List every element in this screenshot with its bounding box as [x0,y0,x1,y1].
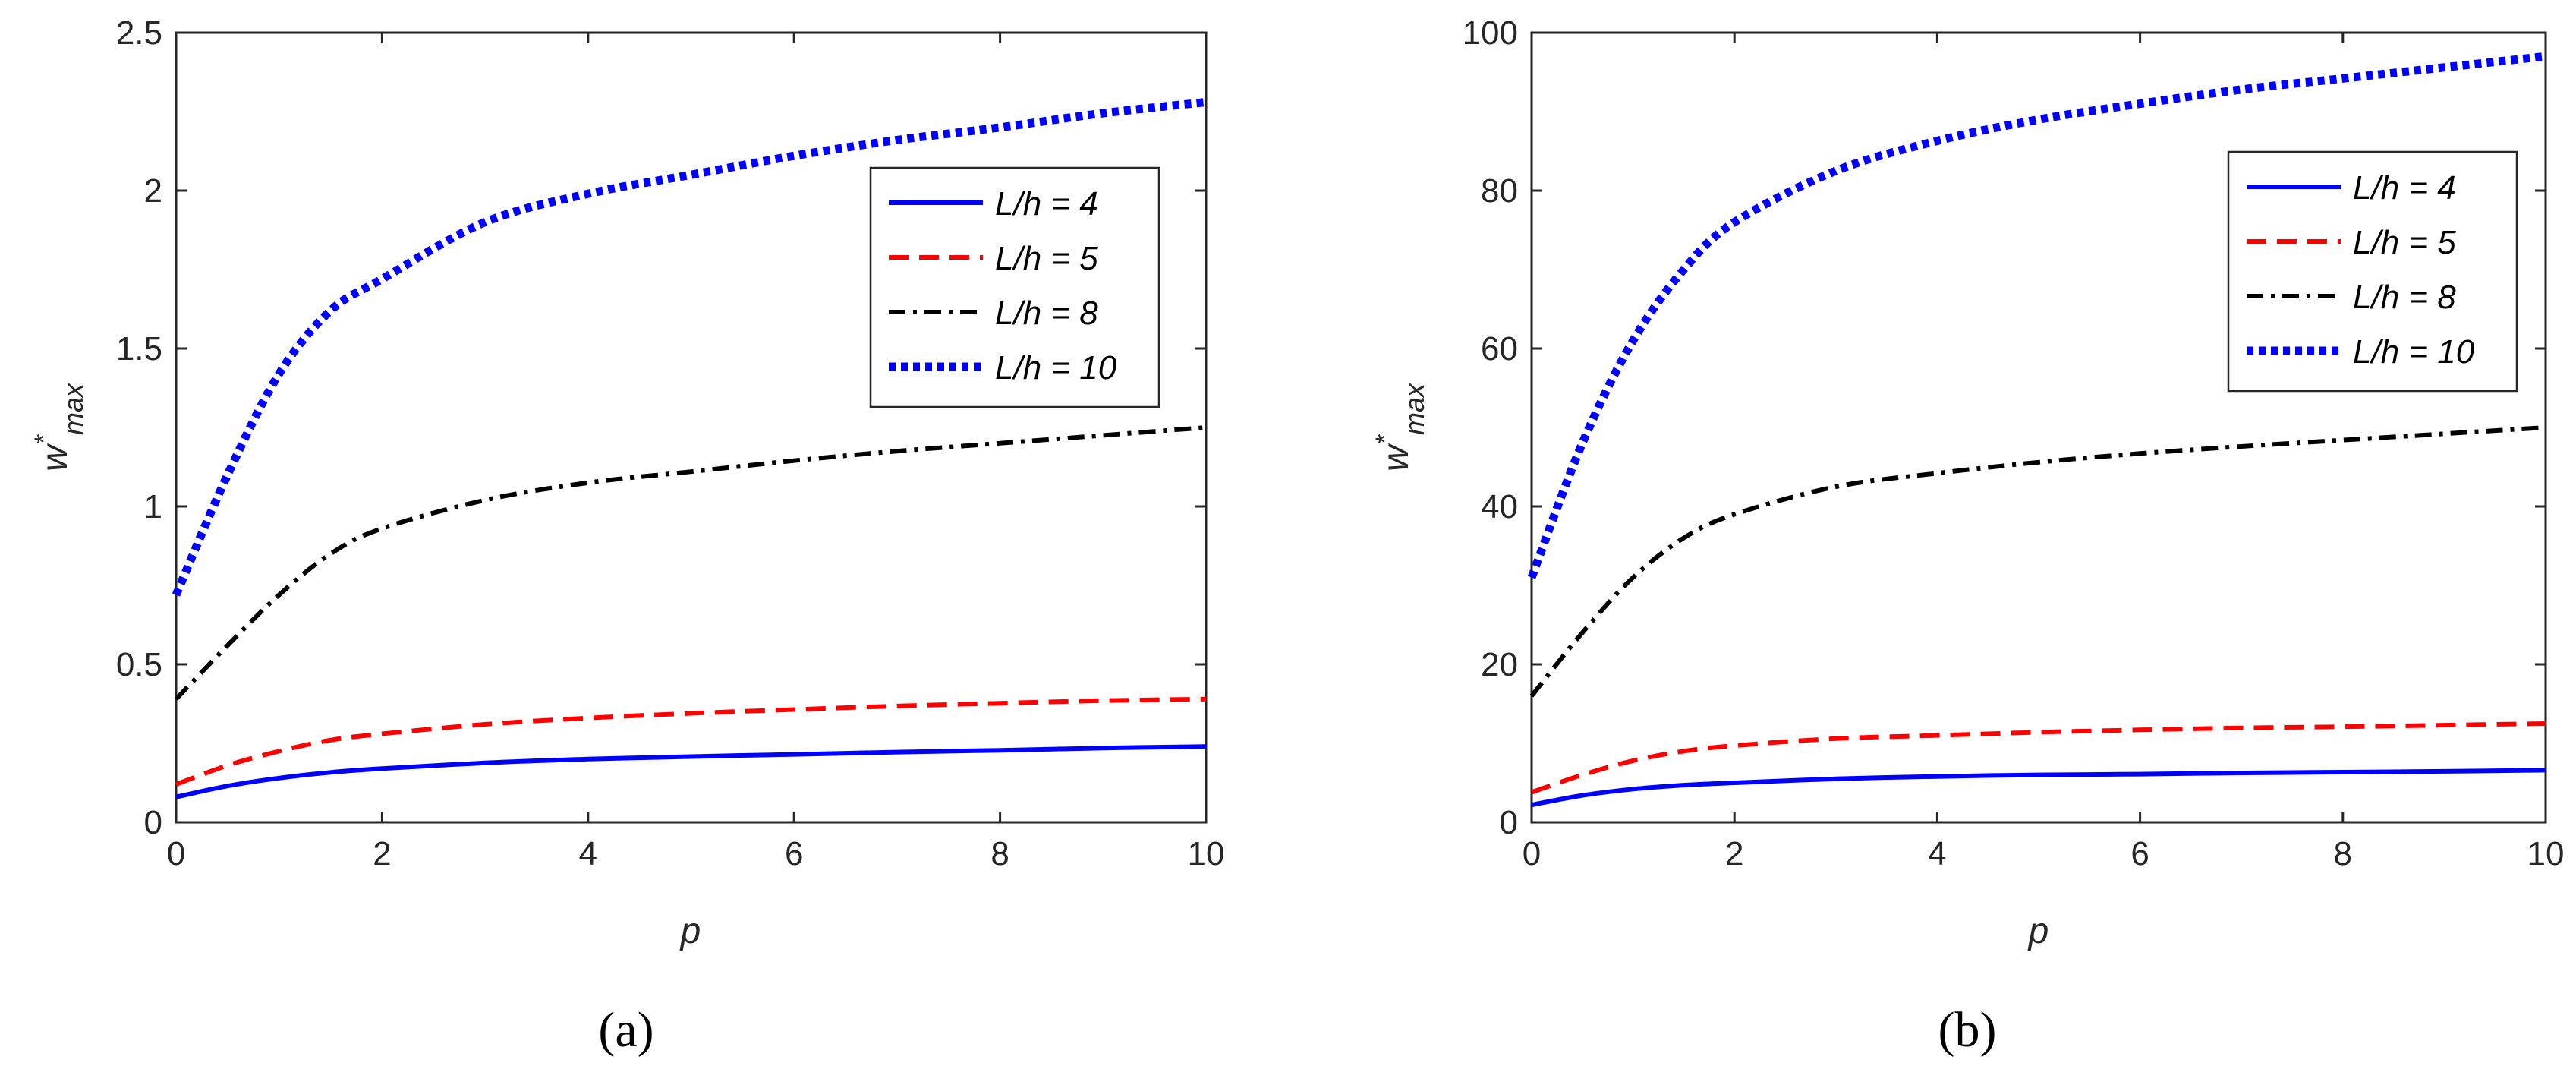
x-ticks-b: 0 2 4 6 8 10 [1523,33,2565,872]
chart-a: 0 2 4 6 8 10 00.511.522.5 p w*max L/h = 4L/h … [30,14,1224,1058]
x-tick-label: 4 [579,835,597,872]
y-tick-label: 100 [1463,14,1518,52]
y-tick-label: 80 [1481,172,1518,210]
legend-label-2: L/h = 5 [2353,224,2456,261]
x-tick-label: 8 [2334,835,2352,872]
y-tick-label: 20 [1481,646,1518,683]
legend-label-2: L/h = 5 [995,240,1098,277]
panel-label-a: (a) [598,1002,653,1058]
x-tick-label: 6 [785,835,803,872]
y-tick-label: 2.5 [116,14,162,52]
series-line-b-1 [1531,768,2546,808]
legend-label-4: L/h = 10 [995,349,1117,386]
legend-a: L/h = 4 L/h = 5 L/h = 8 L/h = 10 [869,166,1160,408]
legend-label-4: L/h = 10 [2353,333,2475,371]
legend-label-3: L/h = 8 [2353,279,2456,316]
legend-b: L/h = 4 L/h = 5 L/h = 8 L/h = 10 [2227,150,2518,393]
y-tick-label: 0.5 [116,646,162,683]
y-tick-label: 60 [1481,330,1518,367]
x-tick-label: 4 [1928,835,1946,872]
legend-label-1: L/h = 4 [995,185,1098,222]
series-line-a-3 [174,425,1207,701]
series-group-a [172,98,1207,800]
series-line-a-4 [172,98,1207,597]
x-ticks-a: 0 2 4 6 8 10 [167,33,1225,872]
series-line-a-1 [175,744,1207,800]
x-axis-label-b: p [2027,911,2049,951]
panel-label-b: (b) [1938,1002,1997,1058]
y-tick-label: 2 [144,172,162,210]
x-tick-label: 0 [1523,835,1541,872]
y-tick-label: 0 [144,804,162,841]
x-tick-label: 10 [2527,835,2565,872]
y-axis-label-b: w*max [1371,382,1430,472]
legend-label-3: L/h = 8 [995,295,1098,332]
series-line-b-3 [1529,425,2546,698]
x-tick-label: 0 [167,835,185,872]
plot-area-a [175,31,1208,824]
x-tick-label: 10 [1188,835,1225,872]
y-axis-label-a: w*max [30,382,89,472]
y-tick-label: 1 [144,488,162,525]
y-ticks-b: 0 20 40 60 80 100 [1463,14,2546,841]
x-tick-label: 2 [373,835,391,872]
x-axis-label-a: p [679,911,701,951]
y-ticks-a: 0 0.5 1 1.5 2 2.5 [116,14,1206,841]
x-tick-label: 6 [2130,835,2149,872]
series-line-a-2 [175,696,1207,787]
series-line-b-4 [1527,52,2546,579]
y-tick-label: 1.5 [116,330,162,367]
x-tick-label: 8 [990,835,1009,872]
series-line-b-2 [1531,721,2546,795]
legend-label-1: L/h = 4 [2353,169,2456,207]
y-tick-label: 40 [1481,488,1518,525]
y-tick-label: 0 [1500,804,1518,841]
x-tick-label: 2 [1725,835,1743,872]
series-group-b [1527,52,2546,808]
